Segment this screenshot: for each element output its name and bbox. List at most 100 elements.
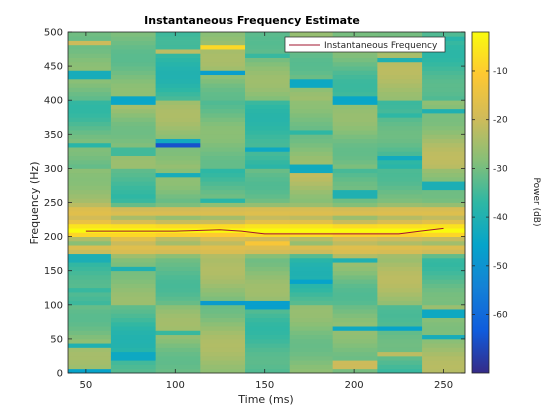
heatmap-cell bbox=[422, 87, 466, 93]
heatmap-cell bbox=[422, 198, 466, 203]
heatmap-cell bbox=[68, 300, 112, 306]
heatmap-cell bbox=[110, 279, 157, 284]
y-axis-ticks: 0 50 100 150 200 250 300 350 400 450 500 bbox=[44, 28, 465, 380]
heatmap-cell bbox=[332, 66, 378, 71]
x-tick-label: 200 bbox=[345, 380, 364, 391]
heatmap-cell bbox=[377, 236, 423, 242]
heatmap-cell bbox=[377, 300, 423, 306]
heatmap-cell bbox=[332, 215, 378, 220]
heatmap-cell bbox=[200, 185, 246, 191]
heatmap-cell bbox=[332, 176, 378, 182]
heatmap-cell bbox=[110, 49, 157, 54]
heatmap-cell bbox=[377, 142, 423, 148]
heatmap-cell bbox=[110, 40, 157, 46]
heatmap-cell bbox=[289, 164, 334, 169]
heatmap-cell bbox=[377, 57, 423, 63]
heatmap-cell bbox=[332, 168, 378, 174]
heatmap-cell bbox=[377, 321, 423, 327]
heatmap-cell bbox=[245, 121, 291, 127]
heatmap-cell bbox=[155, 189, 201, 195]
heatmap-cell bbox=[422, 223, 466, 229]
heatmap-cell bbox=[332, 142, 378, 148]
heatmap-cell bbox=[289, 351, 334, 357]
heatmap-cell bbox=[422, 321, 466, 327]
heatmap-cell bbox=[377, 330, 423, 336]
heatmap-cell bbox=[332, 368, 378, 374]
heatmap-cell bbox=[110, 117, 157, 122]
heatmap-cell bbox=[110, 202, 157, 208]
heatmap-cell bbox=[289, 355, 334, 361]
heatmap-cell bbox=[200, 168, 246, 174]
heatmap-cell bbox=[289, 274, 334, 280]
heatmap-cell bbox=[200, 215, 246, 220]
heatmap-cell bbox=[245, 232, 291, 237]
heatmap-cell bbox=[245, 274, 291, 280]
heatmap-cell bbox=[155, 249, 201, 255]
heatmap-cell bbox=[110, 338, 157, 344]
heatmap-cell bbox=[200, 91, 246, 97]
heatmap-cell bbox=[377, 159, 423, 165]
heatmap-cell bbox=[422, 202, 466, 208]
heatmap-cell bbox=[289, 292, 334, 297]
heatmap-cell bbox=[289, 283, 334, 289]
heatmap-cell bbox=[200, 172, 246, 178]
heatmap-cell bbox=[68, 181, 112, 186]
heatmap-cell bbox=[422, 117, 466, 122]
colorbar-label: Power (dB) bbox=[531, 178, 541, 227]
heatmap-cell bbox=[332, 300, 378, 306]
heatmap-cell bbox=[332, 326, 378, 331]
heatmap-cell bbox=[155, 155, 201, 161]
heatmap-cell bbox=[422, 266, 466, 272]
heatmap-cell bbox=[68, 159, 112, 165]
heatmap-cell bbox=[377, 121, 423, 127]
heatmap-cell bbox=[422, 61, 466, 67]
heatmap-cell bbox=[245, 147, 291, 152]
heatmap-cell bbox=[68, 343, 112, 348]
heatmap-cell bbox=[155, 142, 201, 148]
heatmap-cell bbox=[332, 283, 378, 289]
heatmap-cell bbox=[200, 262, 246, 267]
heatmap-cell bbox=[332, 104, 378, 110]
heatmap-cell bbox=[200, 351, 246, 357]
heatmap-cell bbox=[68, 168, 112, 174]
heatmap-cell bbox=[377, 343, 423, 348]
heatmap-cell bbox=[68, 78, 112, 84]
heatmap-cell bbox=[110, 108, 157, 114]
heatmap-cell bbox=[110, 95, 157, 101]
heatmap-cell bbox=[68, 274, 112, 280]
heatmap-cell bbox=[245, 159, 291, 165]
heatmap-cell bbox=[289, 232, 334, 237]
heatmap-cell bbox=[377, 347, 423, 353]
heatmap-cell bbox=[110, 313, 157, 318]
heatmap-cell bbox=[110, 164, 157, 169]
heatmap-cell bbox=[289, 134, 334, 139]
heatmap-cell bbox=[68, 100, 112, 105]
heatmap-cell bbox=[422, 104, 466, 110]
heatmap-cell bbox=[289, 100, 334, 105]
heatmap-cell bbox=[422, 351, 466, 357]
heatmap-cell bbox=[200, 309, 246, 314]
heatmap-cell bbox=[289, 249, 334, 255]
heatmap-cell bbox=[289, 112, 334, 118]
heatmap-cell bbox=[155, 185, 201, 191]
heatmap-cell bbox=[200, 155, 246, 161]
heatmap-cell bbox=[245, 287, 291, 293]
heatmap-cell bbox=[332, 121, 378, 127]
heatmap-cell bbox=[377, 198, 423, 203]
heatmap-cell bbox=[377, 304, 423, 310]
heatmap-cell bbox=[110, 215, 157, 220]
heatmap-cell bbox=[245, 198, 291, 203]
heatmap-cell bbox=[110, 343, 157, 348]
heatmap-cell bbox=[245, 91, 291, 97]
heatmap-cell bbox=[110, 283, 157, 289]
x-tick-label: 150 bbox=[255, 380, 274, 391]
heatmap-cell bbox=[332, 32, 378, 37]
heatmap-cell bbox=[245, 104, 291, 110]
heatmap-cell bbox=[332, 185, 378, 191]
heatmap-cell bbox=[245, 74, 291, 80]
legend-label: Instantaneous Frequency bbox=[324, 41, 438, 51]
heatmap-cell bbox=[289, 142, 334, 148]
x-axis-ticks: 50 100 150 200 250 bbox=[80, 32, 453, 391]
heatmap-cell bbox=[332, 338, 378, 344]
y-tick-label: 200 bbox=[44, 232, 63, 243]
